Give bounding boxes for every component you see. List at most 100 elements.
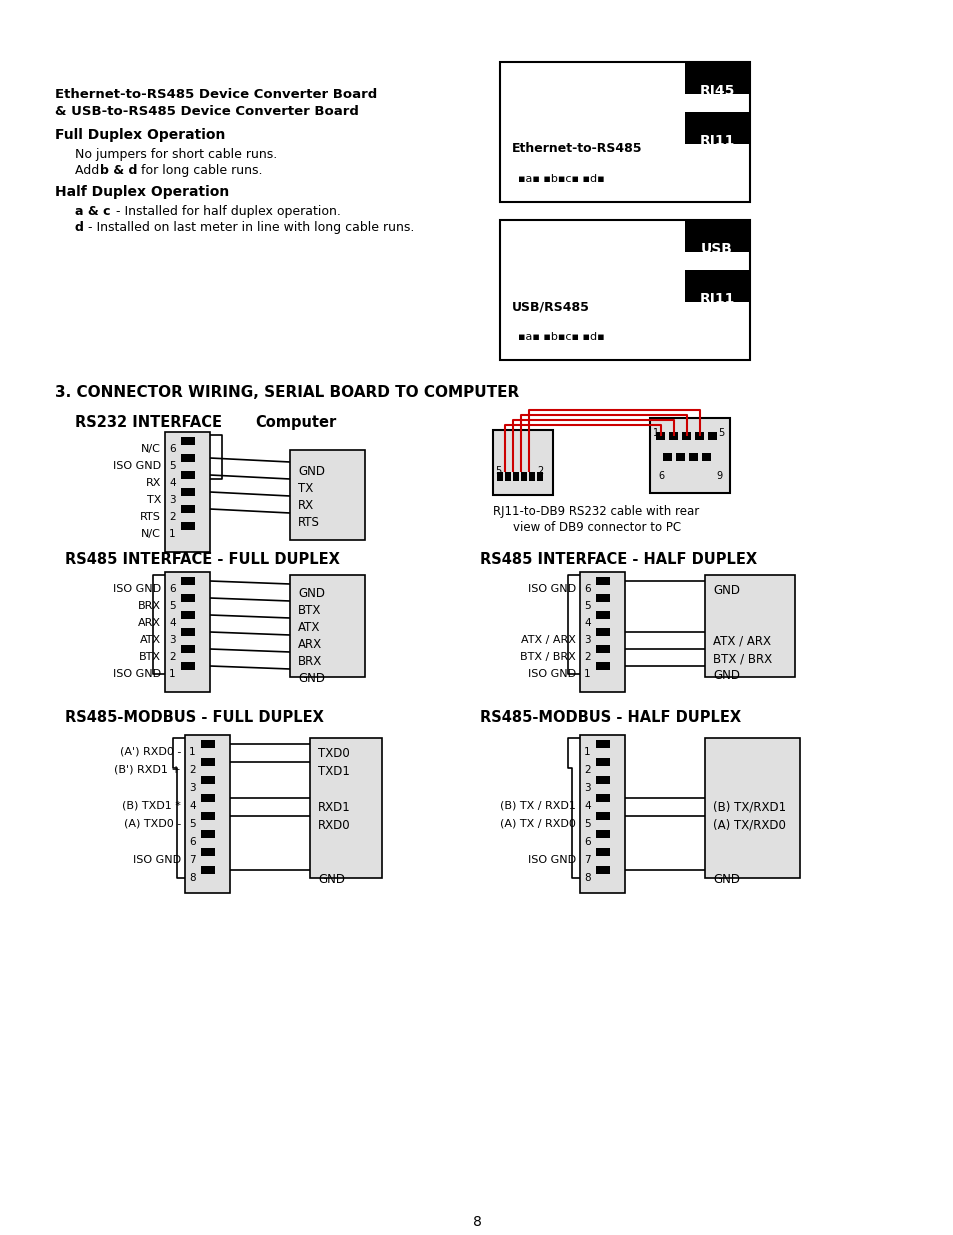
Bar xyxy=(181,522,194,530)
Text: (A) TX/RXD0: (A) TX/RXD0 xyxy=(712,819,785,832)
Text: RJ11-to-DB9 RS232 cable with rear: RJ11-to-DB9 RS232 cable with rear xyxy=(493,505,699,517)
Text: 5: 5 xyxy=(718,429,723,438)
Text: GND: GND xyxy=(712,584,740,597)
Text: 6: 6 xyxy=(169,584,175,594)
Text: Half Duplex Operation: Half Duplex Operation xyxy=(55,185,229,199)
Bar xyxy=(493,430,553,495)
Text: RX: RX xyxy=(146,478,161,488)
Text: 1: 1 xyxy=(169,669,175,679)
Text: BRX: BRX xyxy=(138,601,161,611)
Text: Ethernet-to-RS485: Ethernet-to-RS485 xyxy=(512,142,641,156)
Text: No jumpers for short cable runs.: No jumpers for short cable runs. xyxy=(75,148,277,161)
Text: 9: 9 xyxy=(716,471,721,480)
Bar xyxy=(596,645,609,653)
Bar xyxy=(181,454,194,462)
Text: GND: GND xyxy=(317,873,345,885)
Bar xyxy=(201,848,214,856)
Bar xyxy=(649,417,729,493)
Bar xyxy=(695,432,703,440)
Text: BRX: BRX xyxy=(297,655,322,668)
Text: RJ45: RJ45 xyxy=(699,84,734,98)
Bar xyxy=(596,629,609,636)
Bar xyxy=(656,432,664,440)
Text: RS485 INTERFACE - FULL DUPLEX: RS485 INTERFACE - FULL DUPLEX xyxy=(65,552,339,567)
Text: - Installed on last meter in line with long cable runs.: - Installed on last meter in line with l… xyxy=(84,221,414,233)
Text: 2: 2 xyxy=(583,652,590,662)
Text: ATX: ATX xyxy=(140,635,161,645)
Bar xyxy=(704,739,800,878)
Bar xyxy=(201,811,214,820)
Text: Full Duplex Operation: Full Duplex Operation xyxy=(55,128,225,142)
Text: 2: 2 xyxy=(583,764,590,776)
Text: 8: 8 xyxy=(583,873,590,883)
Bar xyxy=(310,739,381,878)
Text: 4: 4 xyxy=(583,802,590,811)
Text: BTX: BTX xyxy=(297,604,321,618)
Text: 2: 2 xyxy=(189,764,195,776)
Bar xyxy=(499,220,749,359)
Bar xyxy=(684,220,749,252)
Text: 3: 3 xyxy=(169,635,175,645)
Text: ISO GND: ISO GND xyxy=(112,584,161,594)
Bar xyxy=(596,577,609,585)
Text: 4: 4 xyxy=(583,618,590,629)
Bar xyxy=(596,811,609,820)
Text: ARX: ARX xyxy=(297,638,322,651)
Text: d: d xyxy=(75,221,84,233)
Bar xyxy=(596,866,609,874)
Text: ISO GND: ISO GND xyxy=(112,461,161,471)
Text: USB/RS485: USB/RS485 xyxy=(512,300,589,312)
Text: for long cable runs.: for long cable runs. xyxy=(137,164,262,177)
Text: (A') RXD0 -: (A') RXD0 - xyxy=(119,747,181,757)
Text: Add: Add xyxy=(75,164,103,177)
Text: view of DB9 connector to PC: view of DB9 connector to PC xyxy=(513,521,680,534)
Bar xyxy=(529,472,535,480)
Text: GND: GND xyxy=(297,466,325,478)
Bar xyxy=(290,576,365,677)
Bar xyxy=(165,432,210,552)
Text: RJ11: RJ11 xyxy=(699,135,734,148)
Bar xyxy=(668,432,678,440)
Bar xyxy=(201,794,214,802)
Bar xyxy=(579,572,624,692)
Text: 6: 6 xyxy=(658,471,663,480)
Text: 1: 1 xyxy=(189,747,195,757)
Text: ▪a▪ ▪b▪c▪ ▪d▪: ▪a▪ ▪b▪c▪ ▪d▪ xyxy=(517,174,604,184)
Text: RS485-MODBUS - FULL DUPLEX: RS485-MODBUS - FULL DUPLEX xyxy=(65,710,323,725)
Text: 7: 7 xyxy=(189,855,195,864)
Bar xyxy=(185,735,230,893)
Bar xyxy=(596,662,609,671)
Bar xyxy=(596,611,609,619)
Bar xyxy=(201,830,214,839)
Text: b & d: b & d xyxy=(100,164,137,177)
Text: a & c: a & c xyxy=(75,205,111,219)
Text: 5: 5 xyxy=(583,819,590,829)
Text: TXD1: TXD1 xyxy=(317,764,350,778)
Text: GND: GND xyxy=(712,873,740,885)
Text: - Installed for half duplex operation.: - Installed for half duplex operation. xyxy=(112,205,340,219)
Text: 2: 2 xyxy=(169,652,175,662)
Text: 5: 5 xyxy=(189,819,195,829)
Bar xyxy=(704,576,794,677)
Text: RS485-MODBUS - HALF DUPLEX: RS485-MODBUS - HALF DUPLEX xyxy=(479,710,740,725)
Text: 8: 8 xyxy=(472,1215,481,1229)
Text: 3: 3 xyxy=(583,635,590,645)
Text: TX: TX xyxy=(147,495,161,505)
Bar xyxy=(688,453,698,461)
Text: 2: 2 xyxy=(169,513,175,522)
Text: RTS: RTS xyxy=(297,516,319,529)
Text: 5: 5 xyxy=(583,601,590,611)
Bar xyxy=(497,472,502,480)
Bar xyxy=(520,472,526,480)
Text: 1: 1 xyxy=(169,529,175,538)
Bar xyxy=(596,758,609,766)
Text: GND: GND xyxy=(712,669,740,682)
Text: 6: 6 xyxy=(189,837,195,847)
Text: 3: 3 xyxy=(583,783,590,793)
Text: Ethernet-to-RS485 Device Converter Board: Ethernet-to-RS485 Device Converter Board xyxy=(55,88,376,101)
Text: & USB-to-RS485 Device Converter Board: & USB-to-RS485 Device Converter Board xyxy=(55,105,358,119)
Bar xyxy=(662,453,671,461)
Text: ISO GND: ISO GND xyxy=(527,669,576,679)
Text: 2: 2 xyxy=(537,466,542,475)
Bar xyxy=(181,629,194,636)
